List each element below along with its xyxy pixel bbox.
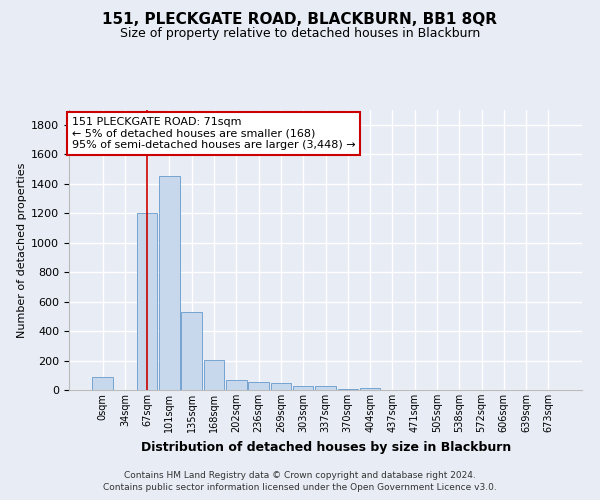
Bar bbox=[159, 176, 180, 390]
Bar bbox=[92, 376, 113, 390]
Bar bbox=[226, 380, 247, 390]
Bar bbox=[315, 386, 336, 390]
Bar bbox=[181, 312, 202, 390]
Bar bbox=[204, 360, 224, 390]
Text: Size of property relative to detached houses in Blackburn: Size of property relative to detached ho… bbox=[120, 28, 480, 40]
Y-axis label: Number of detached properties: Number of detached properties bbox=[17, 162, 27, 338]
Bar bbox=[248, 382, 269, 390]
Text: Contains public sector information licensed under the Open Government Licence v3: Contains public sector information licen… bbox=[103, 484, 497, 492]
Text: Distribution of detached houses by size in Blackburn: Distribution of detached houses by size … bbox=[140, 441, 511, 454]
Text: 151 PLECKGATE ROAD: 71sqm
← 5% of detached houses are smaller (168)
95% of semi-: 151 PLECKGATE ROAD: 71sqm ← 5% of detach… bbox=[71, 117, 355, 150]
Text: Contains HM Land Registry data © Crown copyright and database right 2024.: Contains HM Land Registry data © Crown c… bbox=[124, 471, 476, 480]
Bar bbox=[137, 213, 157, 390]
Bar bbox=[293, 386, 313, 390]
Bar bbox=[271, 382, 291, 390]
Text: 151, PLECKGATE ROAD, BLACKBURN, BB1 8QR: 151, PLECKGATE ROAD, BLACKBURN, BB1 8QR bbox=[103, 12, 497, 28]
Bar bbox=[360, 388, 380, 390]
